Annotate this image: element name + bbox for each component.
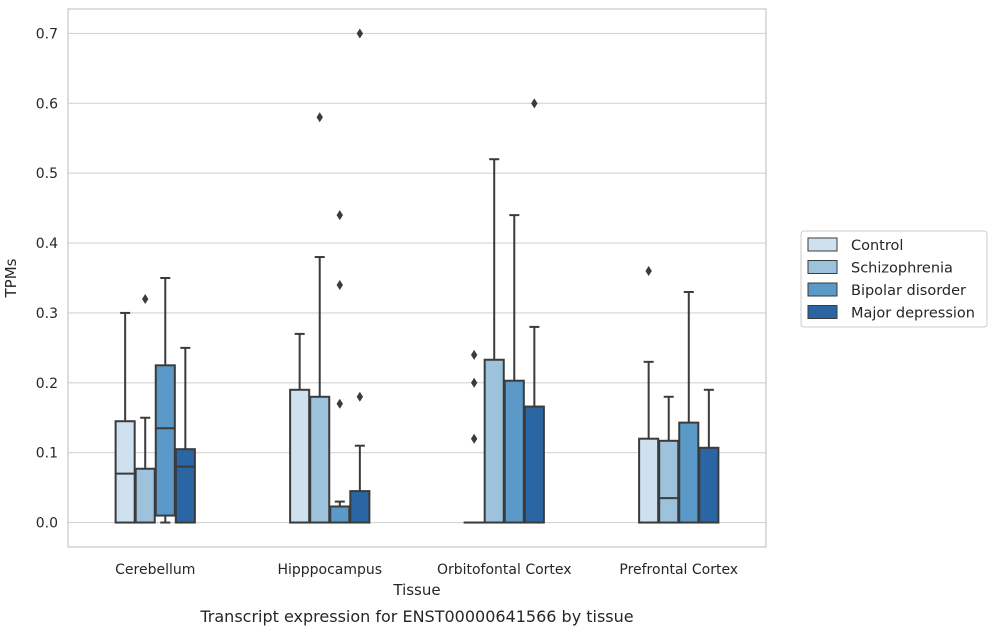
box-bipolar-disorder xyxy=(678,290,700,524)
box-bipolar-disorder xyxy=(154,277,176,524)
y-tick-label: 0.4 xyxy=(36,236,58,252)
outlier-marker xyxy=(142,293,149,304)
outlier-marker xyxy=(470,433,478,444)
box-body xyxy=(114,420,136,524)
box-control xyxy=(638,266,660,524)
box-major-depression xyxy=(349,28,371,524)
box-schizophrenia xyxy=(134,293,156,524)
legend-swatch xyxy=(807,305,838,319)
box-body xyxy=(289,388,311,524)
box-body xyxy=(329,505,351,524)
outlier-marker xyxy=(470,349,478,360)
y-tick-label: 0.3 xyxy=(36,306,58,322)
box-major-depression xyxy=(523,98,545,524)
plot-area-frame xyxy=(67,8,767,548)
box-body xyxy=(523,405,545,524)
legend-label: Bipolar disorder xyxy=(851,283,966,299)
y-axis-ticks: 0.0 0.1 0.2 0.3 0.4 0.5 0.6 0.7 xyxy=(36,26,58,531)
box-schizophrenia xyxy=(483,158,505,524)
box-body xyxy=(483,358,505,524)
y-tick-label: 0.6 xyxy=(36,96,58,112)
box-control xyxy=(289,332,311,524)
legend-swatch xyxy=(807,237,838,252)
outlier-marker xyxy=(336,210,343,221)
x-tick-label: Orbitofontal Cortex xyxy=(437,562,572,578)
legend-frame xyxy=(800,230,988,328)
legend: Control Schizophrenia Bipolar disorder Majo… xyxy=(800,230,988,328)
legend-items: Control Schizophrenia Bipolar disorder Majo… xyxy=(807,237,975,322)
boxes-layer xyxy=(114,28,720,524)
box-schizophrenia xyxy=(658,395,680,524)
box-body xyxy=(349,490,371,524)
box-major-depression xyxy=(174,346,196,524)
outlier-marker xyxy=(645,266,652,277)
x-tick-label: Hipppocampus xyxy=(277,562,382,578)
x-axis-ticks: Cerebellum Hipppocampus Orbitofontal Corte… xyxy=(115,562,738,578)
y-tick-label: 0.0 xyxy=(36,516,58,532)
box-schizophrenia xyxy=(309,112,331,524)
outlier-marker xyxy=(336,279,343,290)
box-body xyxy=(309,395,331,524)
box-control xyxy=(114,311,136,524)
x-tick-label: Prefrontal Cortex xyxy=(619,562,738,578)
y-tick-label: 0.1 xyxy=(36,446,58,462)
legend-swatch xyxy=(807,282,838,297)
y-tick-label: 0.5 xyxy=(36,166,58,182)
box-body xyxy=(134,467,156,524)
box-body xyxy=(638,437,660,524)
box-body xyxy=(174,448,196,524)
box-control xyxy=(463,349,485,524)
legend-swatch xyxy=(807,260,838,274)
outlier-marker xyxy=(356,391,364,402)
box-body xyxy=(698,446,720,524)
y-tick-label: 0.2 xyxy=(36,376,58,392)
box-body xyxy=(154,364,176,517)
chart-caption: Transcript expression for ENST0000064156… xyxy=(199,607,633,626)
box-body xyxy=(658,439,680,524)
outlier-marker xyxy=(336,398,343,409)
y-tick-label: 0.7 xyxy=(36,26,58,42)
box-body xyxy=(503,379,525,524)
box-bipolar-disorder xyxy=(503,214,525,524)
legend-label: Major depression xyxy=(851,306,975,322)
x-axis-label: Tissue xyxy=(392,581,440,599)
box-major-depression xyxy=(698,388,720,524)
box-bipolar-disorder xyxy=(329,210,351,524)
outlier-marker xyxy=(531,98,538,109)
outlier-marker xyxy=(316,112,323,123)
outlier-marker xyxy=(356,28,364,39)
box-body xyxy=(678,421,700,524)
y-axis-label: TPMs xyxy=(2,258,20,298)
legend-label: Schizophrenia xyxy=(851,261,953,277)
legend-label: Control xyxy=(851,238,903,254)
x-tick-label: Cerebellum xyxy=(115,562,195,578)
outlier-marker xyxy=(470,377,478,388)
